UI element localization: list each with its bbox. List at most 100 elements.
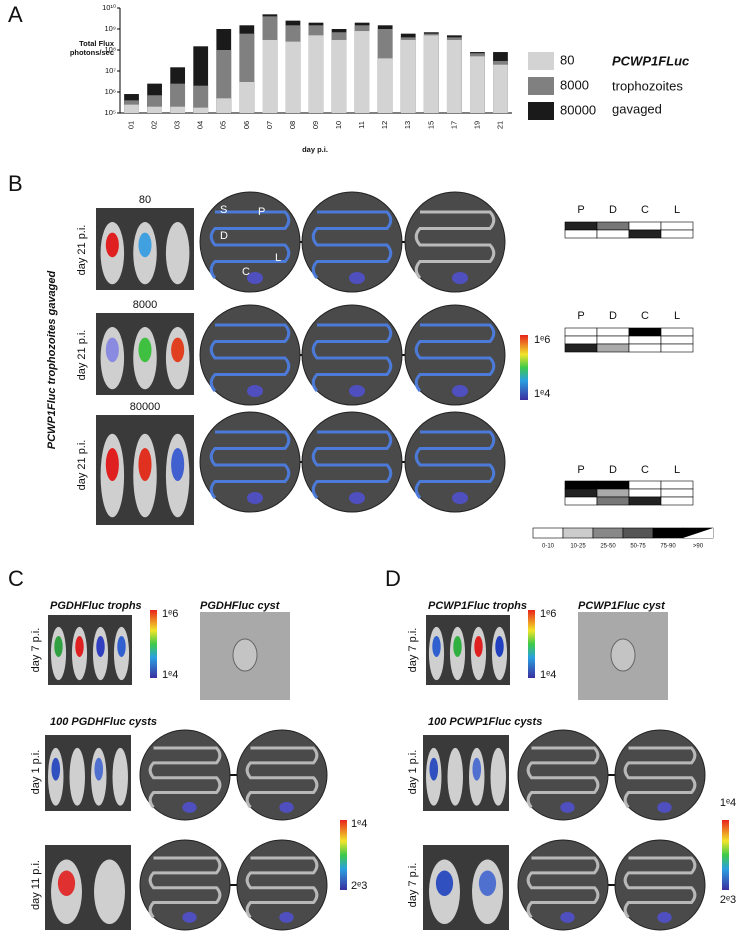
- x-tick-label: 11: [357, 121, 366, 129]
- cecum: [247, 272, 263, 284]
- time-label: day 11 p.i.: [30, 860, 42, 910]
- panel-b: S P D C L P D C L P D C L P D C L 0-10 10-25 25-50 50-75 75-9…: [96, 191, 714, 550]
- bar: [193, 85, 209, 113]
- cecum: [452, 385, 468, 397]
- gut: [623, 856, 697, 919]
- cecum: [452, 492, 468, 504]
- cecum: [182, 802, 197, 813]
- table-header: C: [641, 204, 649, 216]
- time-label: day 7 p.i.: [407, 863, 419, 908]
- x-tick-label: 15: [426, 121, 435, 129]
- gut: [311, 210, 393, 279]
- panel-caption: PGDHFluc cyst: [200, 600, 281, 612]
- bar: [193, 107, 209, 113]
- panel-caption: PCWP1Fluc trophs: [428, 600, 527, 612]
- time-label: day 21 p.i.: [76, 225, 88, 276]
- table-cell: [596, 488, 630, 498]
- bar: [285, 41, 301, 113]
- bar: [216, 98, 232, 113]
- signal: [474, 636, 483, 657]
- gut-image: [199, 191, 301, 293]
- cecum: [657, 802, 672, 813]
- y-axis-label: photons/sec: [70, 48, 114, 57]
- x-tick-label: 09: [311, 121, 320, 129]
- signal: [171, 337, 185, 363]
- x-tick-label: 05: [219, 121, 228, 129]
- table-header: P: [577, 204, 584, 216]
- cecum: [657, 912, 672, 923]
- cecum: [349, 492, 365, 504]
- bar: [400, 39, 416, 113]
- bar: [331, 39, 347, 113]
- legend-label: >90: [693, 544, 704, 550]
- panel-label: C: [8, 566, 24, 591]
- table-cell: [628, 221, 662, 231]
- panel-caption: 100 PCWP1Fluc cysts: [428, 716, 542, 728]
- gut-image: [301, 191, 403, 293]
- table-cell: [596, 229, 630, 239]
- y-tick-label: 10¹⁰: [102, 3, 116, 12]
- gut: [148, 856, 222, 919]
- time-label: day 7 p.i.: [30, 628, 42, 673]
- gut: [209, 210, 291, 279]
- gut-image: [301, 411, 403, 513]
- chart: 10⁵ 10⁶ 10⁷ 10⁸ 10⁹ 10¹⁰ 01 02 03 04 05 06 07 08 09 10 1…: [102, 3, 596, 129]
- bar: [262, 39, 278, 113]
- gut-label: P: [258, 206, 265, 218]
- x-tick-label: 01: [127, 121, 136, 129]
- time-label: day 1 p.i.: [407, 750, 419, 795]
- legend-cell: [532, 527, 564, 539]
- y-axis-label: Total Flux: [79, 39, 115, 48]
- bar: [308, 35, 324, 114]
- gut-image: [404, 411, 506, 513]
- mouse: [165, 221, 190, 285]
- panel-caption: PGDHFluc trophs: [50, 600, 142, 612]
- legend-label: 75-90: [660, 544, 676, 550]
- table-header: D: [609, 310, 617, 322]
- scale-label: 1ᵉ4: [720, 797, 736, 809]
- x-tick-label: 07: [265, 121, 274, 129]
- color-bar: [520, 335, 528, 400]
- table-header: L: [674, 310, 680, 322]
- gut-label: C: [242, 266, 250, 278]
- gut-image: [614, 839, 706, 931]
- gut-label: S: [220, 204, 227, 216]
- legend-swatch: [528, 52, 554, 70]
- signal: [96, 636, 105, 657]
- x-tick-label: 13: [403, 121, 412, 129]
- group-title: 80: [139, 194, 151, 206]
- y-tick-label: 10⁷: [105, 66, 116, 75]
- cecum: [279, 912, 294, 923]
- table-header: L: [674, 464, 680, 476]
- table-cell: [628, 327, 662, 337]
- gut-image: [404, 191, 506, 293]
- table-cell: [660, 229, 694, 239]
- legend-diagonal: [683, 528, 713, 538]
- table-cell: [628, 480, 662, 490]
- signal: [472, 757, 482, 781]
- legend-cell: [562, 527, 594, 539]
- y-tick-label: 10⁶: [105, 87, 116, 96]
- table-cell: [564, 335, 598, 345]
- table-cell: [564, 496, 598, 506]
- bar: [493, 64, 508, 113]
- time-label: day 21 p.i.: [76, 330, 88, 381]
- color-bar: [722, 820, 729, 890]
- table-cell: [660, 221, 694, 231]
- legend-note: gavaged: [612, 101, 662, 116]
- gut-image: [404, 304, 506, 406]
- signal: [138, 337, 152, 363]
- legend-label: 8000: [560, 77, 589, 92]
- table-cell: [596, 343, 630, 353]
- cecum: [349, 272, 365, 284]
- x-tick-label: 17: [449, 121, 458, 129]
- x-tick-label: 02: [150, 121, 159, 129]
- table-cell: [660, 343, 694, 353]
- time-label: day 7 p.i.: [407, 628, 419, 673]
- gut: [209, 323, 291, 392]
- legend-label: 50-75: [630, 544, 646, 550]
- gut-image: [199, 304, 301, 406]
- gut-image: [139, 729, 231, 821]
- legend-swatch: [528, 102, 554, 120]
